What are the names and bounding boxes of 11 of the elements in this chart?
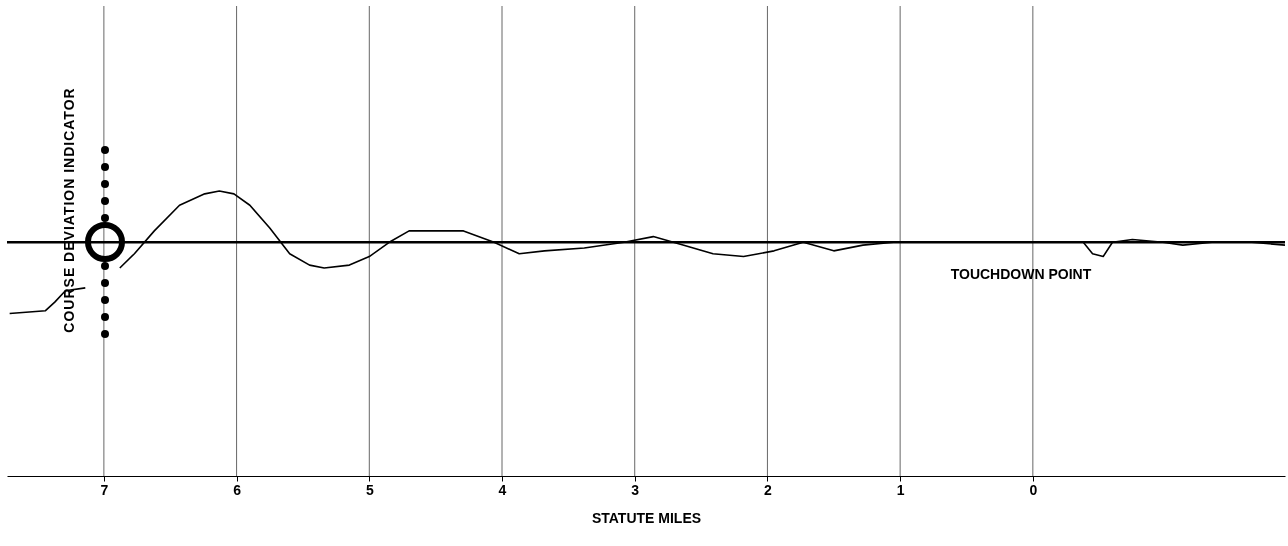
x-tick-label: 5 <box>365 481 374 498</box>
x-axis-title: STATUTE MILES <box>591 509 702 526</box>
annotation: TOUCHDOWN POINT <box>950 265 1092 282</box>
x-tick-label: 7 <box>100 481 109 498</box>
x-tick-label: 1 <box>896 481 905 498</box>
x-tick-label: 4 <box>498 481 507 498</box>
annotation: COURSE DEVIATION INDICATOR <box>61 87 77 333</box>
x-tick-label: 6 <box>233 481 242 498</box>
x-tick-label: 3 <box>631 481 640 498</box>
x-tick-label: 2 <box>764 481 773 498</box>
x-tick-label: 0 <box>1029 481 1038 498</box>
